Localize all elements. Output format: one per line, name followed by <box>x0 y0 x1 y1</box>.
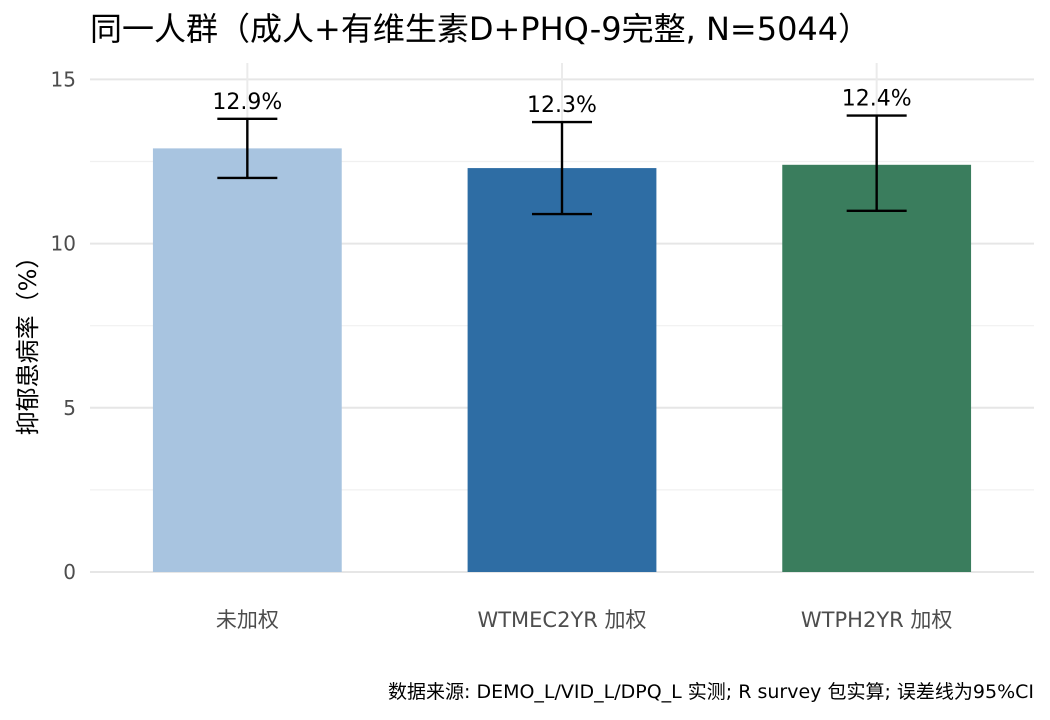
data-label: 12.4% <box>842 87 912 112</box>
y-tick-label: 15 <box>51 67 76 91</box>
x-axis-ticks: 未加权 WTMEC2YR 加权 WTPH2YR 加权 <box>216 608 953 632</box>
bar <box>467 168 657 573</box>
data-labels: 12.9% 12.3% 12.4% <box>212 87 911 119</box>
y-tick-label: 0 <box>63 560 76 584</box>
bar <box>782 164 972 573</box>
chart-title: 同一人群（成人+有维生素D+PHQ-9完整, N=5044） <box>90 10 870 48</box>
y-tick-label: 5 <box>63 396 76 420</box>
x-tick-label: 未加权 <box>216 608 279 632</box>
y-axis-ticks: 0 5 10 15 <box>51 67 76 584</box>
y-tick-label: 10 <box>51 232 76 256</box>
x-tick-label: WTMEC2YR 加权 <box>477 608 646 632</box>
caption: 数据来源: DEMO_L/VID_L/DPQ_L 实测; R survey 包实… <box>388 681 1034 703</box>
bars <box>152 148 972 573</box>
x-tick-label: WTPH2YR 加权 <box>801 608 953 632</box>
bar <box>152 148 342 572</box>
error-bars <box>217 114 907 216</box>
data-label: 12.3% <box>527 93 597 118</box>
y-axis-label: 抑郁患病率（%） <box>14 245 42 436</box>
data-label: 12.9% <box>212 90 282 115</box>
